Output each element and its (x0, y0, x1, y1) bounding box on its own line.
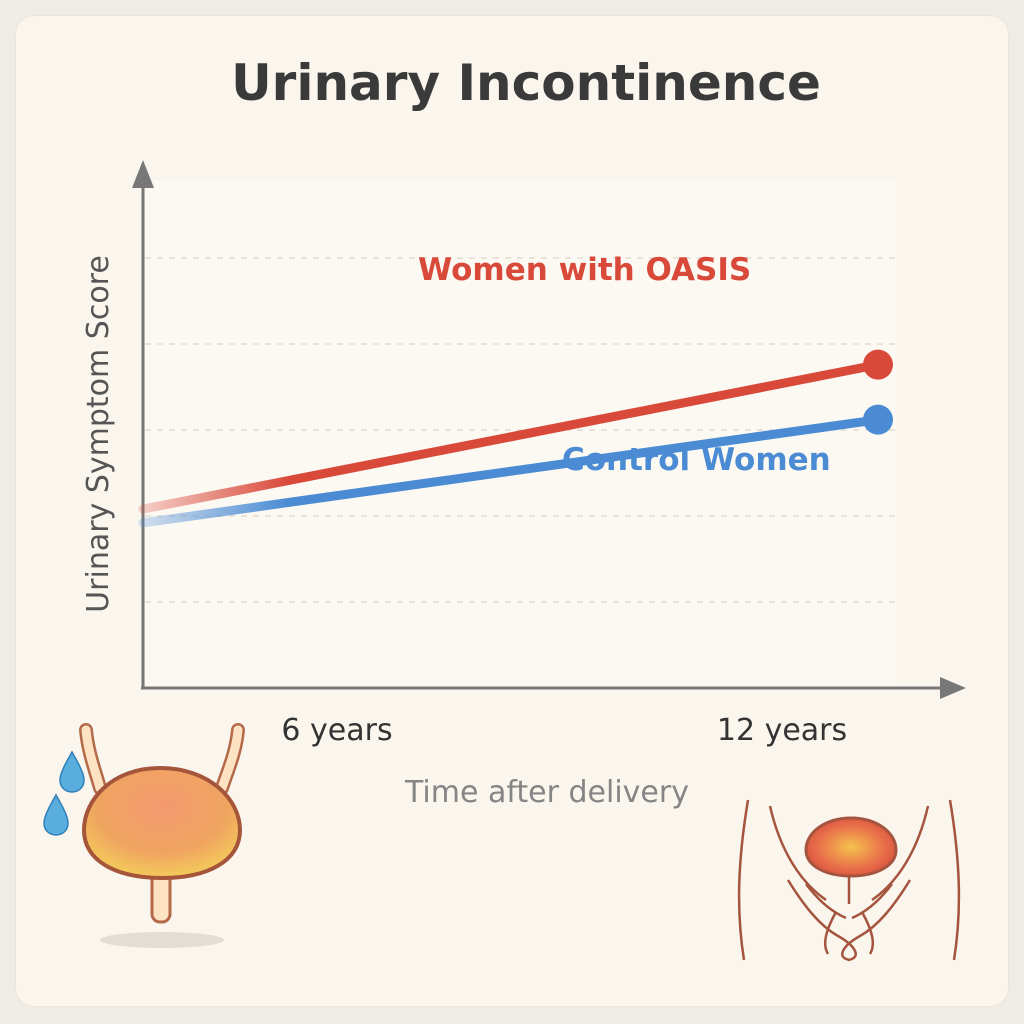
series-point-control-women-12-years (863, 404, 893, 435)
bladder-icon (79, 723, 245, 948)
pelvic-anatomy-icon (737, 799, 961, 962)
series-label-control-women: Control Women (562, 442, 831, 478)
x-axis-arrow (940, 677, 966, 699)
series-point-women-with-oasis-12-years (863, 349, 893, 380)
series-line-women-with-oasis (138, 360, 883, 514)
y-axis-arrow (132, 160, 154, 188)
chart-title: Urinary Incontinence (231, 54, 821, 112)
x-axis-label: Time after delivery (404, 775, 689, 810)
water-drop-icon (43, 750, 85, 836)
grid-lines (145, 257, 897, 603)
series-label-women-with-oasis: Women with OASIS (418, 252, 751, 288)
x-tick-label-12-years: 12 years (717, 713, 847, 748)
y-axis-label: Urinary Symptom Score (81, 255, 116, 613)
series-line-control-women (138, 415, 883, 528)
x-tick-label-6-years: 6 years (281, 713, 392, 748)
